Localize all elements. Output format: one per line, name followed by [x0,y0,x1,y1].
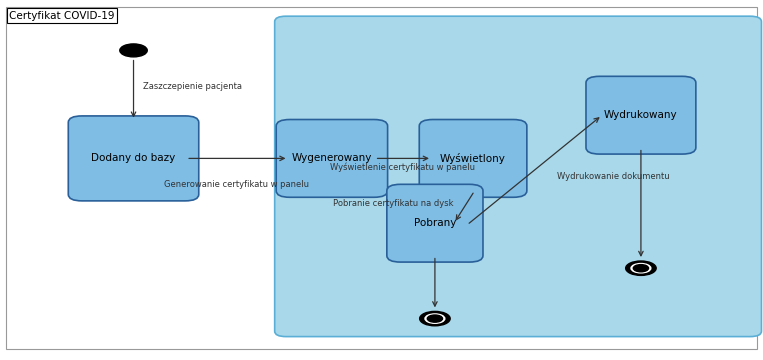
Circle shape [120,44,147,57]
Circle shape [420,311,450,326]
Text: Wydrukowany: Wydrukowany [604,110,678,120]
Text: Dodany do bazy: Dodany do bazy [92,153,175,163]
Text: Wydrukowanie dokumentu: Wydrukowanie dokumentu [557,172,670,181]
Text: Wyświetlony: Wyświetlony [440,153,506,164]
Text: Generowanie certyfikatu w panelu: Generowanie certyfikatu w panelu [164,180,309,189]
Circle shape [633,265,649,272]
FancyBboxPatch shape [275,16,761,337]
Text: Pobranie certyfikatu na dysk: Pobranie certyfikatu na dysk [333,199,454,208]
FancyBboxPatch shape [586,76,696,154]
FancyBboxPatch shape [68,116,198,201]
Text: Certyfikat COVID-19: Certyfikat COVID-19 [9,11,114,21]
Circle shape [425,314,445,323]
Text: Pobrany: Pobrany [414,218,456,228]
Text: Wyświetlenie certyfikatu w panelu: Wyświetlenie certyfikatu w panelu [330,163,475,172]
FancyBboxPatch shape [6,7,757,349]
FancyBboxPatch shape [420,120,526,197]
Circle shape [427,315,443,322]
FancyBboxPatch shape [276,120,388,197]
FancyBboxPatch shape [387,184,483,262]
Circle shape [631,264,651,273]
Text: Wygenerowany: Wygenerowany [291,153,372,163]
Text: Zaszczepienie pacjenta: Zaszczepienie pacjenta [143,82,243,91]
Circle shape [626,261,656,275]
